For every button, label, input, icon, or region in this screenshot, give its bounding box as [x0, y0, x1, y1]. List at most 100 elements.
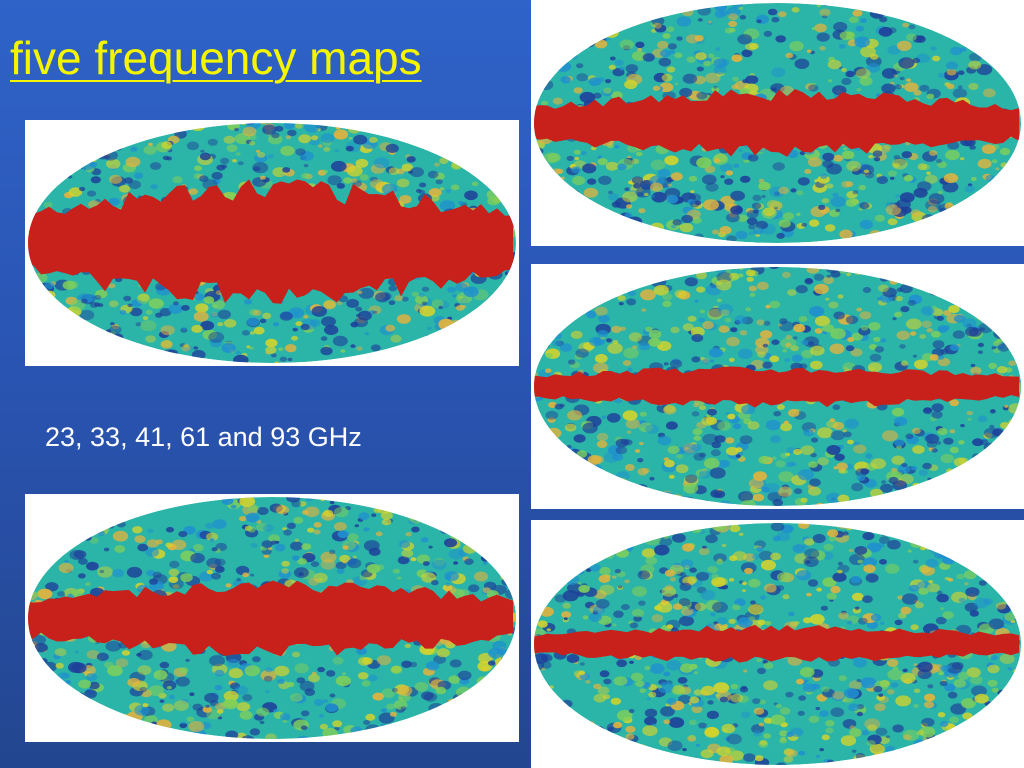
sky-speckle: [920, 523, 936, 530]
sky-speckle: [956, 3, 969, 10]
sky-speckle: [663, 362, 669, 366]
sky-speckle: [541, 327, 548, 332]
sky-speckle: [1006, 468, 1011, 473]
sky-speckle: [438, 333, 452, 344]
sky-speckle: [825, 727, 834, 734]
sky-speckle: [895, 695, 912, 707]
sky-speckle: [497, 151, 509, 160]
sky-speckle: [628, 332, 643, 342]
sky-speckle: [418, 293, 425, 298]
sky-speckle: [714, 3, 727, 12]
sky-speckle: [782, 349, 788, 353]
sky-speckle: [1007, 305, 1018, 314]
sky-speckle: [55, 706, 72, 718]
sky-speckle: [386, 703, 396, 710]
sky-speckle: [818, 204, 826, 210]
sky-speckle: [552, 203, 569, 214]
sky-speckle: [50, 548, 58, 555]
sky-speckle: [771, 339, 780, 345]
sky-speckle: [486, 139, 495, 145]
sky-speckle: [181, 304, 190, 311]
sky-speckle: [999, 757, 1015, 765]
sky-speckle: [571, 166, 582, 174]
sky-speckle: [552, 497, 560, 503]
sky-speckle: [477, 516, 492, 528]
sky-speckle: [968, 300, 974, 304]
sky-speckle: [105, 497, 115, 500]
sky-speckle: [408, 513, 424, 524]
sky-speckle: [536, 469, 546, 476]
sky-speckle: [569, 725, 580, 733]
sky-speckle: [29, 541, 35, 546]
sky-speckle: [881, 83, 896, 94]
sky-speckle: [737, 3, 744, 4]
sky-speckle: [956, 290, 967, 298]
sky-speckle: [94, 302, 101, 307]
sky-speckle: [676, 36, 683, 41]
sky-speckle: [53, 524, 58, 528]
sky-speckle: [472, 713, 485, 722]
sky-speckle: [94, 294, 102, 300]
sky-speckle: [133, 123, 145, 126]
sky-speckle: [968, 233, 978, 241]
sky-speckle: [896, 445, 902, 450]
sky-speckle: [909, 496, 915, 501]
sky-speckle: [538, 267, 546, 269]
sky-speckle: [383, 735, 394, 739]
sky-speckle: [1001, 326, 1009, 331]
sky-speckle: [725, 437, 735, 444]
sky-speckle: [758, 181, 771, 191]
sky-speckle: [689, 523, 703, 531]
sky-speckle: [453, 561, 459, 565]
sky-speckle: [962, 295, 979, 307]
sky-speckle: [549, 201, 565, 213]
sky-speckle: [869, 353, 882, 362]
sky-speckle: [674, 52, 683, 59]
sky-speckle: [704, 726, 719, 737]
sky-speckle: [109, 174, 122, 184]
sky-speckle: [851, 592, 864, 601]
sky-speckle: [953, 523, 963, 524]
sky-speckle: [625, 488, 638, 498]
sky-speckle: [541, 732, 549, 738]
sky-speckle: [419, 305, 436, 317]
sky-speckle: [1010, 237, 1021, 243]
sky-speckle: [451, 161, 462, 169]
sky-speckle: [397, 685, 413, 697]
sky-speckle: [180, 573, 193, 582]
sky-speckle: [942, 611, 954, 620]
sky-speckle: [894, 439, 905, 447]
sky-speckle: [938, 3, 947, 8]
sky-speckle: [556, 547, 571, 558]
sky-speckle: [972, 747, 984, 756]
sky-speckle: [574, 156, 580, 161]
sky-speckle: [921, 214, 936, 224]
sky-speckle: [57, 591, 66, 597]
sky-speckle: [745, 269, 756, 277]
sky-speckle: [426, 731, 436, 738]
galactic-plane-band: [534, 88, 1019, 157]
sky-speckle: [464, 190, 478, 201]
sky-speckle: [322, 169, 329, 174]
sky-speckle: [615, 548, 629, 558]
sky-speckle: [931, 331, 941, 338]
sky-speckle: [977, 342, 984, 348]
sky-speckle: [862, 287, 872, 293]
sky-speckle: [760, 330, 773, 339]
sky-speckle: [575, 290, 584, 297]
sky-speckle: [272, 322, 279, 327]
sky-speckle: [822, 688, 835, 698]
sky-speckle: [684, 447, 689, 450]
sky-speckle: [534, 177, 538, 184]
sky-speckle: [622, 360, 632, 366]
sky-speckle: [36, 705, 45, 712]
sky-speckle: [635, 751, 642, 756]
sky-speckle: [908, 24, 916, 30]
sky-speckle: [804, 278, 814, 285]
sky-speckle: [422, 561, 430, 566]
sky-speckle: [1001, 761, 1006, 765]
sky-speckle: [260, 123, 267, 125]
sky-speckle: [542, 723, 549, 728]
sky-speckle: [294, 538, 300, 542]
sky-speckle: [102, 708, 110, 714]
